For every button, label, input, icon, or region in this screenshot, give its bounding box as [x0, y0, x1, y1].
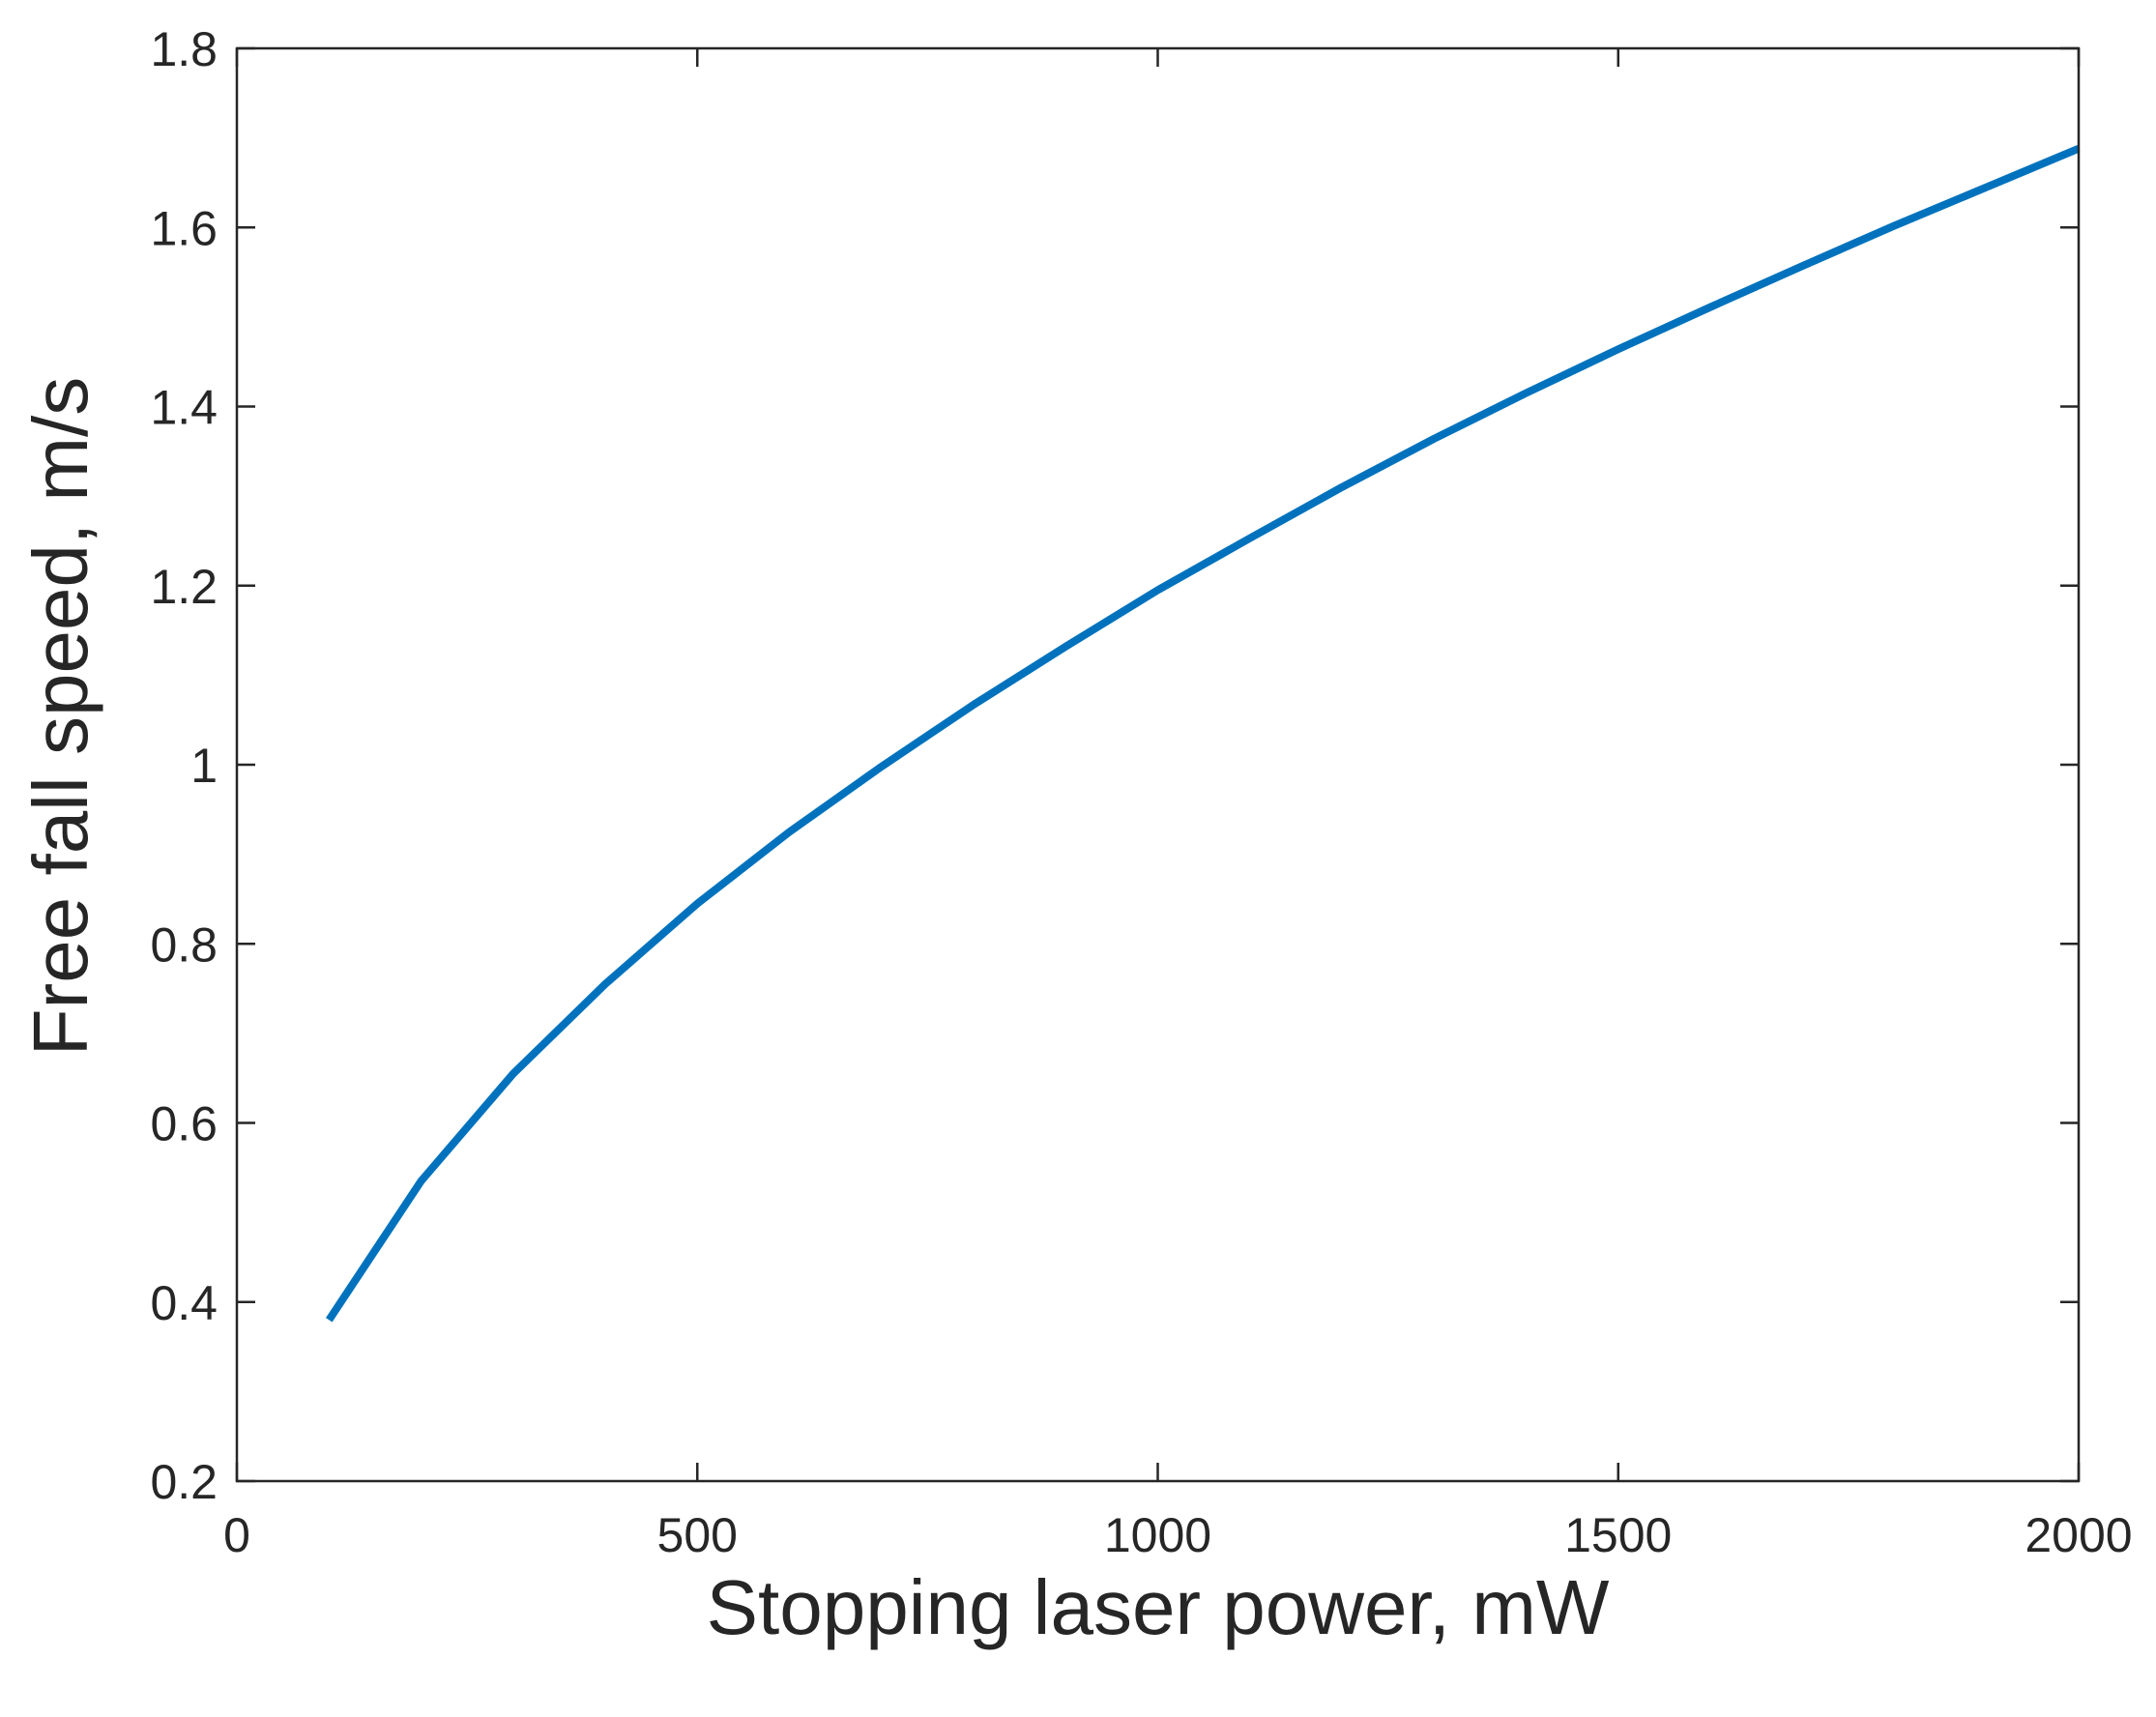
y-tick-label: 1 — [190, 739, 218, 793]
y-tick-label: 1.2 — [150, 560, 218, 614]
y-tick-label: 1.6 — [150, 201, 218, 255]
x-tick-label: 500 — [657, 1508, 738, 1562]
series-layer — [325, 145, 2081, 1323]
y-tick-label: 0.6 — [150, 1097, 218, 1151]
plot-frame — [235, 46, 2081, 1483]
x-tick-label: 1000 — [1104, 1508, 1211, 1562]
x-tick-labels: 0 500 1000 1500 2000 — [223, 1508, 2133, 1562]
y-tick-label: 0.8 — [150, 917, 218, 972]
x-tick-label: 1500 — [1564, 1508, 1672, 1562]
x-tick-label: 0 — [223, 1508, 250, 1562]
y-tick-label: 1.8 — [150, 22, 218, 76]
y-axis-label: Free fall speed, m/s — [17, 377, 103, 1057]
y-tick-labels: 0.2 0.4 0.6 0.8 1 1.2 1.4 1.6 1.8 — [150, 22, 218, 1509]
series-line — [325, 145, 2081, 1323]
y-tick-label: 0.4 — [150, 1276, 218, 1330]
x-axis-label: Stopping laser power, mW — [707, 1564, 1610, 1650]
y-tick-label: 0.2 — [150, 1455, 218, 1509]
y-tick-label: 1.4 — [150, 381, 218, 435]
x-tick-label: 2000 — [2025, 1508, 2132, 1562]
